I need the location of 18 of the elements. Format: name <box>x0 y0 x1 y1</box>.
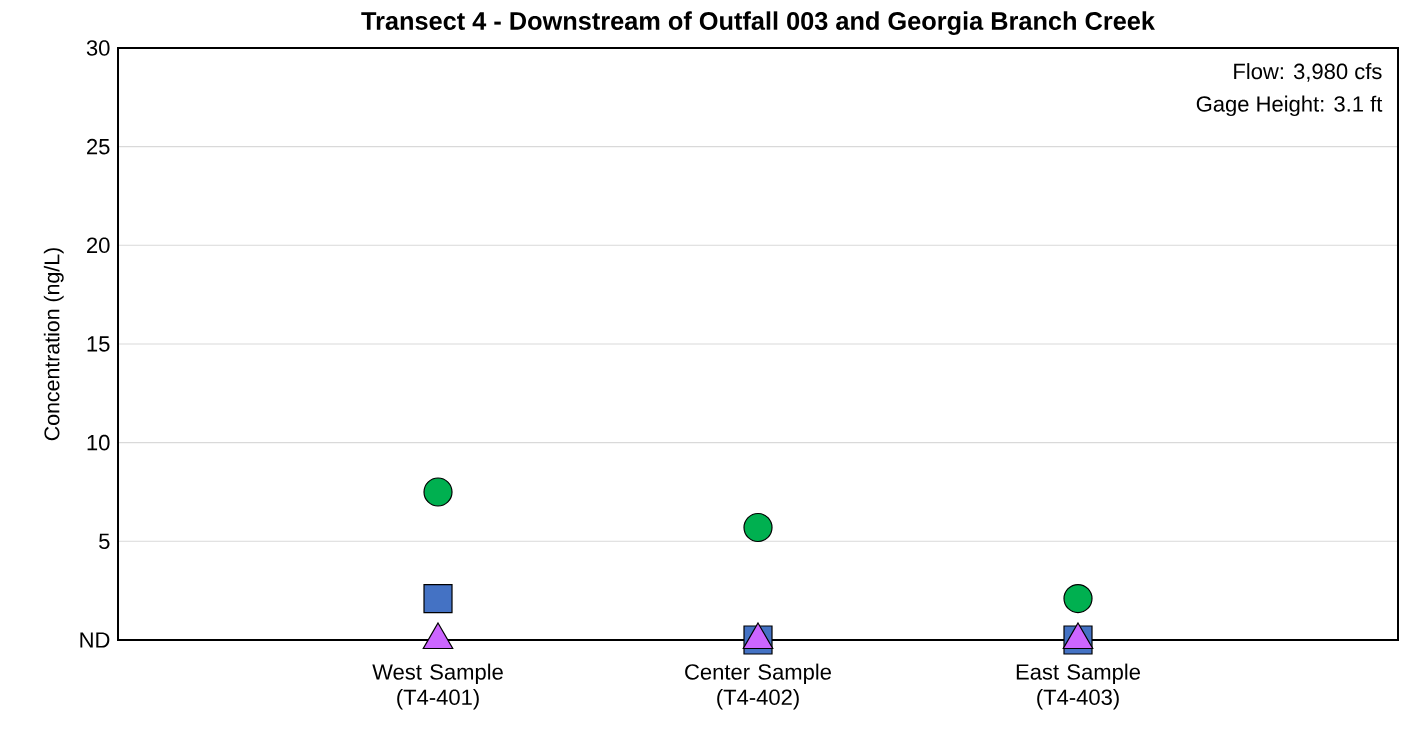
y-tick-label: 20 <box>87 237 110 254</box>
x-tick-label: Center Sample (T4-402) <box>685 663 831 710</box>
point <box>423 477 453 507</box>
chart-title: Transect 4 - Downstream of Outfall 003 and Georgia Branch Creek <box>361 11 1155 36</box>
point <box>743 512 773 543</box>
annotation: Gage Height: 3.1 ft <box>1196 95 1383 117</box>
y-tick-label: 30 <box>86 40 110 56</box>
x-tick-label: West Sample (T4-401) <box>372 663 503 710</box>
y-tick-label: 15 <box>87 336 110 352</box>
annotation: Flow: 3,980 cfs <box>1234 63 1382 82</box>
y-tick-label: ND <box>80 632 110 648</box>
y-tick-label: 10 <box>87 434 110 451</box>
y-tick-label: 25 <box>87 138 110 155</box>
point <box>423 583 453 614</box>
y-tick-label: 5 <box>99 533 110 549</box>
point <box>1063 583 1093 614</box>
x-tick-label: East Sample (T4-403) <box>1016 663 1140 710</box>
y-axis-title: Concentration (ng/L) <box>43 248 64 441</box>
